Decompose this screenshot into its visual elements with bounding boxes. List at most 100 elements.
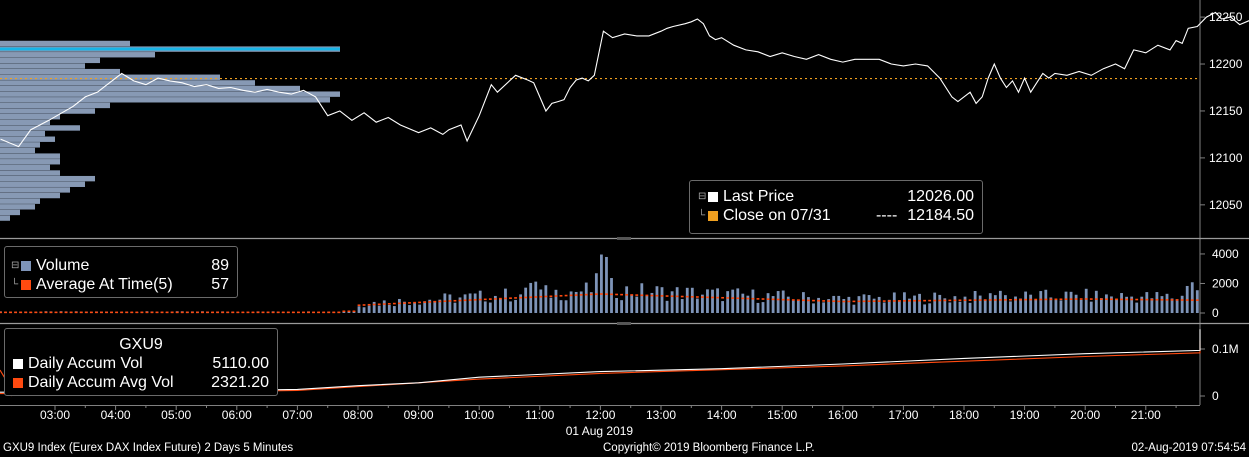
volume-bar: [650, 292, 654, 313]
avg-marker: [822, 300, 826, 302]
collapse-bracket-icon[interactable]: ⊟: [698, 191, 707, 202]
avg-marker: [160, 311, 164, 314]
x-tick-label: 15:00: [767, 408, 797, 422]
avg-swatch: [21, 279, 31, 290]
volume-bar: [776, 291, 780, 313]
avg-marker: [655, 294, 659, 297]
avg-marker: [488, 298, 492, 300]
avg-marker: [923, 299, 927, 302]
volume-bar: [1150, 298, 1154, 313]
pane-splitter-icon: [617, 237, 631, 240]
volume-bar: [372, 301, 376, 313]
avg-marker: [95, 311, 98, 314]
avg-marker: [817, 299, 820, 302]
collapse-bracket-icon[interactable]: ⊟: [11, 260, 20, 271]
avg-marker: [645, 294, 649, 297]
x-tick-label: 05:00: [161, 408, 191, 422]
avg-marker: [408, 302, 411, 304]
avg-marker: [64, 311, 68, 314]
volume-bar: [1059, 300, 1063, 313]
volume-bar: [958, 301, 962, 313]
avg-marker: [978, 299, 982, 301]
volume-bar: [428, 299, 432, 313]
avg-marker: [4, 311, 7, 314]
accum-value: 5110.00: [212, 354, 269, 372]
avg-marker: [1064, 298, 1068, 300]
avg-marker: [519, 296, 523, 299]
volume-bar: [665, 300, 669, 313]
avg-marker: [317, 311, 321, 314]
x-tick-label: 18:00: [949, 408, 979, 422]
bracket-icon: └: [698, 210, 706, 221]
pane-splitter-icon: [617, 322, 631, 325]
avg-marker: [120, 311, 124, 314]
avg-marker: [1135, 298, 1139, 301]
avg-marker: [1024, 298, 1028, 301]
avg-marker: [1150, 298, 1154, 301]
volume-profile-bar: [0, 52, 155, 58]
avg-marker: [963, 299, 967, 302]
avg-marker: [1039, 298, 1043, 301]
volume-bar: [1054, 299, 1058, 313]
volume-bar: [1105, 294, 1108, 313]
avg-marker: [1125, 298, 1129, 301]
volume-bar: [408, 305, 411, 313]
volume-bar: [514, 299, 517, 313]
volume-profile-bar: [0, 136, 55, 142]
avg-marker: [403, 302, 406, 304]
avg-marker: [660, 295, 664, 297]
avg-marker: [135, 311, 139, 314]
y-tick-label: 0.1M: [1212, 342, 1239, 356]
last-price-label: Last Price: [723, 187, 795, 205]
accum-legend[interactable]: GXU9 Daily Accum Vol 5110.00 Daily Accum…: [4, 328, 278, 396]
bracket-icon: └: [11, 279, 19, 290]
avg-marker: [1180, 299, 1184, 301]
avg-marker: [948, 299, 952, 302]
volume-bar: [367, 305, 371, 313]
volume-bar: [478, 290, 482, 313]
volume-bar: [453, 302, 457, 313]
avg-marker: [170, 311, 174, 314]
volume-bar: [1044, 289, 1048, 313]
x-tick-label: 16:00: [828, 408, 858, 422]
volume-bar: [448, 294, 452, 313]
avg-marker: [115, 311, 119, 314]
avg-marker: [1165, 299, 1169, 301]
volume-bar: [1155, 292, 1159, 313]
volume-bar: [928, 303, 932, 313]
y-tick-label: 4000: [1212, 247, 1239, 261]
volume-bar: [1034, 299, 1038, 313]
avg-marker: [670, 295, 674, 298]
volume-bar: [1145, 292, 1149, 313]
avg-marker: [155, 311, 159, 314]
volume-bar: [1009, 301, 1012, 313]
price-legend[interactable]: ⊟ Last Price 12026.00 └ Close on 07/31 -…: [689, 180, 983, 234]
volume-bar: [1094, 290, 1098, 313]
volume-legend[interactable]: ⊟ Volume 89 └ Average At Time(5) 57: [4, 246, 238, 298]
volume-bar: [670, 291, 674, 313]
avg-marker: [493, 298, 497, 300]
volume-bar: [736, 288, 740, 313]
volume-bar: [1069, 291, 1073, 313]
avg-marker: [1074, 298, 1078, 300]
volume-bar: [549, 297, 553, 313]
volume-bar: [574, 291, 578, 313]
avg-marker: [231, 311, 235, 314]
avg-marker: [847, 300, 851, 303]
avg-marker: [322, 311, 326, 314]
volume-bar: [463, 294, 467, 313]
avg-marker: [953, 299, 957, 302]
volume-bar: [1180, 295, 1184, 313]
avg-marker: [24, 311, 28, 314]
volume-bar: [468, 293, 472, 313]
avg-marker: [332, 311, 336, 314]
volume-bar: [403, 301, 406, 313]
avg-marker: [1115, 298, 1118, 301]
volume-bar: [812, 303, 815, 313]
volume-bar: [625, 286, 629, 313]
volume-bar: [1079, 299, 1083, 313]
avg-marker: [453, 299, 457, 302]
avg-marker: [19, 311, 23, 314]
y-tick-label: 2000: [1212, 276, 1239, 290]
volume-bar: [943, 298, 947, 313]
